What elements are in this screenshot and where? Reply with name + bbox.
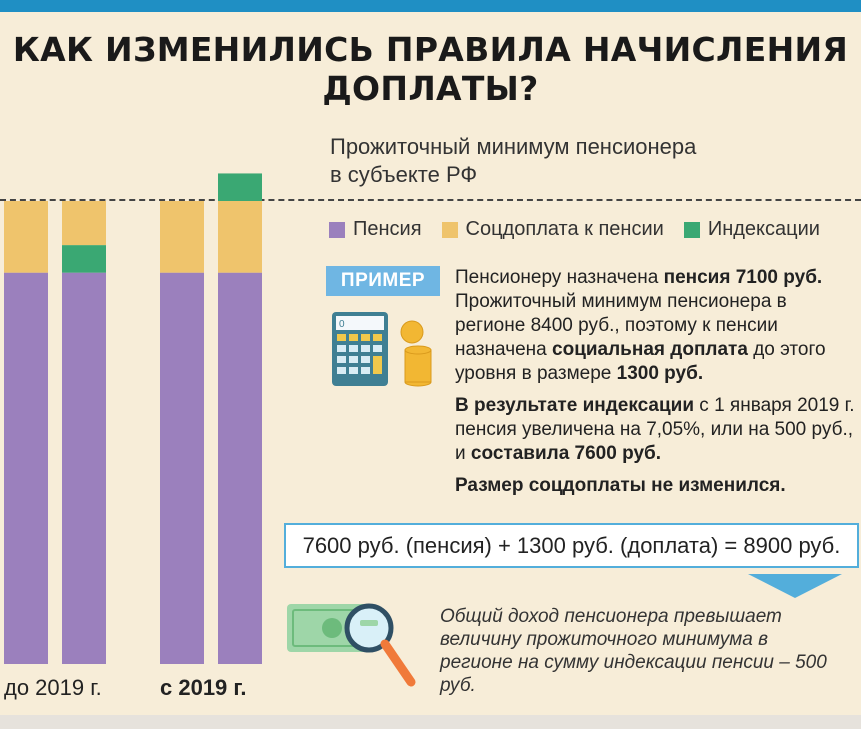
example-tag: ПРИМЕР: [326, 266, 440, 296]
svg-text:0: 0: [339, 319, 345, 330]
subsistence-minimum-label: Прожиточный минимум пенсионера в субъект…: [330, 133, 696, 189]
bottom-bar: [0, 715, 861, 729]
bar-1-segment-1: [62, 245, 106, 273]
bar-3-segment-2: [218, 173, 262, 201]
subsistence-label-line-1: Прожиточный минимум пенсионера: [330, 134, 697, 159]
arrow-down-icon: [748, 574, 842, 598]
legend-swatch-pension: [329, 221, 345, 238]
legend-swatch-indexation: [683, 221, 700, 238]
example-text: Пенсионеру назначена пенсия 7100 руб. Пр…: [455, 266, 855, 506]
page-title: КАК ИЗМЕНИЛИСЬ ПРАВИЛА НАЧИСЛЕНИЯ ДОПЛАТ…: [0, 30, 861, 108]
bar-2-segment-0: [160, 272, 204, 664]
legend-label-social-supplement: Соцдоплата к пенсии: [465, 218, 664, 240]
p2-run-1: с 1 января 2019 г. пенсия увеличена на 7…: [455, 395, 855, 464]
bar-1-segment-2: [62, 201, 106, 246]
bar-0-segment-0: [4, 272, 48, 664]
legend-item-indexation: Индексации: [683, 218, 820, 241]
legend-label-pension: Пенсия: [353, 218, 422, 240]
income-formula: 7600 руб. (пенсия) + 1300 руб. (доплата)…: [284, 523, 859, 568]
title-line-2: ДОПЛАТЫ?: [322, 69, 539, 108]
example-paragraph-1: Пенсионеру назначена пенсия 7100 руб. Пр…: [455, 266, 855, 386]
conclusion-text: Общий доход пенсионера превышает величин…: [440, 606, 827, 696]
banknote-magnifier-icon: [287, 603, 416, 687]
legend-item-pension: Пенсия: [329, 218, 422, 241]
calculator-coins-icon: 0: [332, 312, 432, 387]
bar-0-segment-1: [4, 201, 48, 273]
p2-run-0: В результате индексации: [455, 395, 695, 416]
legend-label-indexation: Индексации: [707, 218, 820, 240]
legend: Пенсия Соцдоплата к пенсии Индексации: [329, 218, 840, 241]
p1-run-2: Прожиточный минимум пенсионера в регионе…: [455, 291, 787, 360]
p1-run-1: пенсия 7100 руб.: [663, 267, 823, 288]
stacked-bar-chart: [4, 173, 262, 664]
title-line-1: КАК ИЗМЕНИЛИСЬ ПРАВИЛА НАЧИСЛЕНИЯ: [12, 30, 849, 69]
p1-run-0: Пенсионеру назначена: [455, 267, 664, 288]
legend-item-social-supplement: Соцдоплата к пенсии: [441, 218, 664, 241]
x-label-before: до 2019 г.: [4, 675, 102, 700]
p1-run-5: 1300 руб.: [616, 363, 704, 384]
bar-2-segment-1: [160, 201, 204, 273]
subsistence-label-line-2: в субъекте РФ: [330, 162, 478, 187]
subsistence-minimum-line: [0, 199, 861, 201]
example-paragraph-2: В результате индексации с 1 января 2019 …: [455, 394, 855, 466]
example-paragraph-3: Размер соцдоплаты не изменился.: [455, 475, 786, 496]
x-label-after: с 2019 г.: [160, 675, 247, 700]
p2-run-2: составила 7600 руб.: [470, 443, 662, 464]
bar-3-segment-1: [218, 201, 262, 273]
p1-run-3: социальная доплата: [552, 339, 748, 360]
bar-3-segment-0: [218, 272, 262, 664]
p1-run-4: до этого уровня в размере: [455, 339, 826, 384]
top-accent-bar: [0, 0, 861, 12]
bar-1-segment-0: [62, 272, 106, 664]
legend-swatch-social-supplement: [441, 221, 458, 238]
